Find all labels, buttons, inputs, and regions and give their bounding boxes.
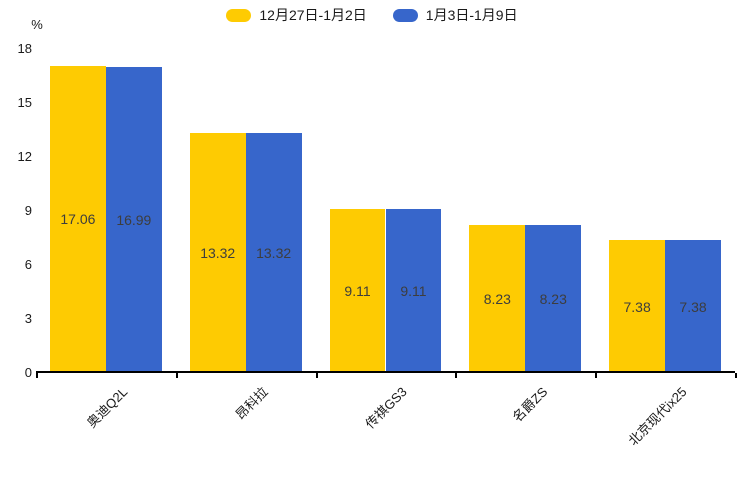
y-tick-label: 15	[17, 95, 32, 110]
y-tick-label: 0	[24, 365, 32, 380]
x-axis-tick	[315, 373, 318, 378]
x-category-label: 名爵ZS	[509, 384, 551, 425]
x-category-label: 北京现代ix25	[625, 384, 690, 449]
bar-value-label: 16.99	[116, 212, 152, 229]
bar-北京现代ix25-series-2[interactable]	[665, 240, 721, 371]
x-axis-tick	[175, 373, 178, 378]
bar-value-label: 8.23	[539, 290, 567, 307]
x-category-label: 昂科拉	[232, 384, 271, 423]
x-axis-tick	[36, 373, 38, 378]
x-axis-tick	[735, 373, 737, 378]
bar-传祺GS3-series-2[interactable]	[385, 209, 442, 371]
bar-value-label: 13.32	[200, 245, 236, 262]
legend-item-series-2[interactable]: 1月3日-1月9日	[392, 5, 518, 25]
legend-item-series-1[interactable]: 12月27日-1月2日	[226, 5, 367, 25]
bar-value-label: 8.23	[483, 290, 511, 307]
legend-swatch-icon	[392, 8, 418, 22]
x-axis-tick	[595, 373, 598, 378]
x-category-label: 传祺GS3	[362, 384, 411, 432]
legend-label: 1月3日-1月9日	[425, 7, 518, 23]
bar-value-label: 9.11	[400, 283, 427, 299]
x-axis-tick	[455, 373, 458, 378]
y-tick-label: 9	[24, 203, 32, 218]
bar-北京现代ix25-series-1[interactable]	[609, 240, 666, 371]
y-tick-label: 12	[17, 149, 32, 164]
y-axis-unit-label: %	[31, 17, 43, 32]
y-tick-label: 6	[24, 257, 32, 272]
bar-昂科拉-series-1[interactable]	[189, 133, 246, 371]
bar-奥迪Q2L-series-2[interactable]	[105, 67, 162, 371]
bar-value-label: 9.11	[344, 283, 371, 299]
y-tick-label: 18	[17, 41, 32, 56]
chart-legend: 12月27日-1月2日 1月3日-1月9日	[0, 5, 744, 25]
legend-label: 12月27日-1月2日	[259, 7, 367, 23]
x-category-label: 奥迪Q2L	[84, 384, 131, 431]
bar-value-label: 7.38	[679, 298, 707, 315]
bar-奥迪Q2L-series-1[interactable]	[49, 65, 106, 371]
legend-swatch-icon	[226, 8, 252, 22]
bar-名爵ZS-series-2[interactable]	[525, 224, 582, 371]
bar-名爵ZS-series-1[interactable]	[469, 224, 526, 371]
x-axis-line	[36, 371, 735, 373]
bar-value-label: 13.32	[256, 245, 292, 262]
bar-value-label: 7.38	[623, 298, 651, 315]
y-tick-label: 3	[24, 311, 32, 326]
bar-昂科拉-series-2[interactable]	[245, 133, 302, 371]
bar-传祺GS3-series-1[interactable]	[329, 209, 386, 371]
bar-value-label: 17.06	[60, 211, 96, 228]
